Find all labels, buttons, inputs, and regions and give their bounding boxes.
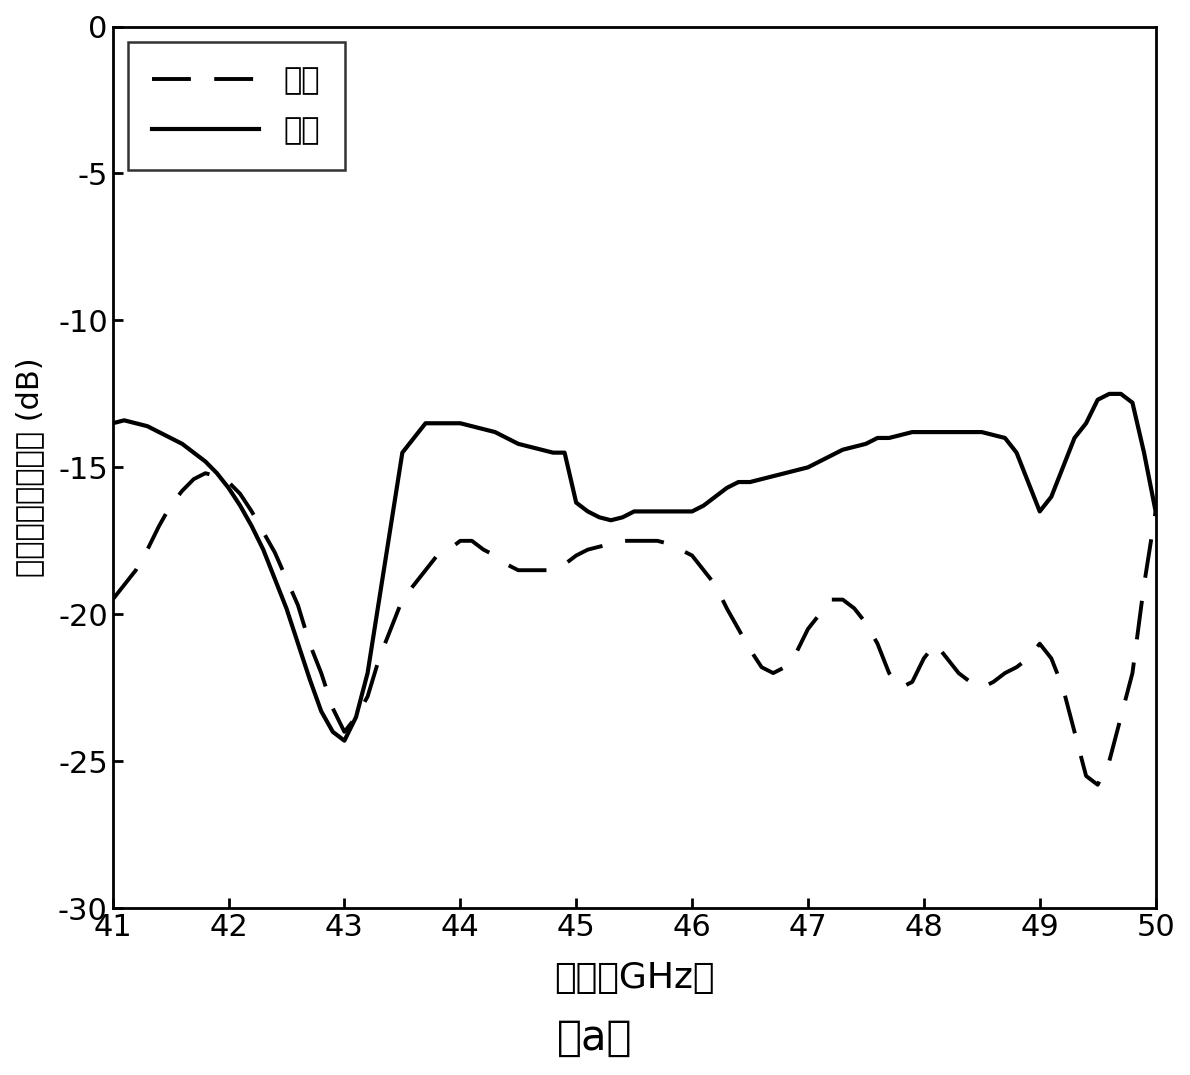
仿真 <box>1090 778 1104 791</box>
实测 <box>1136 446 1151 459</box>
实测 <box>1148 505 1163 518</box>
实测 <box>1102 387 1116 400</box>
实测 <box>720 482 734 495</box>
Legend: 仿真, 实测: 仿真, 实测 <box>127 42 345 170</box>
仿真 <box>245 505 259 518</box>
实测 <box>106 417 120 430</box>
Line: 仿真: 仿真 <box>113 473 1155 785</box>
仿真 <box>383 622 397 635</box>
仿真 <box>998 666 1013 679</box>
实测 <box>337 734 351 747</box>
Line: 实测: 实测 <box>113 393 1155 741</box>
仿真 <box>199 467 213 479</box>
实测 <box>233 499 248 512</box>
Text: （a）: （a） <box>557 1017 633 1059</box>
仿真 <box>361 690 375 703</box>
X-axis label: 频率（GHz）: 频率（GHz） <box>553 961 714 995</box>
实测 <box>998 431 1013 444</box>
仿真 <box>1136 578 1151 591</box>
仿真 <box>1148 505 1163 518</box>
仿真 <box>106 593 120 606</box>
Y-axis label: 天线端口反射系数 (dB): 天线端口反射系数 (dB) <box>15 358 44 577</box>
仿真 <box>720 602 734 615</box>
实测 <box>383 519 397 532</box>
实测 <box>361 666 375 679</box>
